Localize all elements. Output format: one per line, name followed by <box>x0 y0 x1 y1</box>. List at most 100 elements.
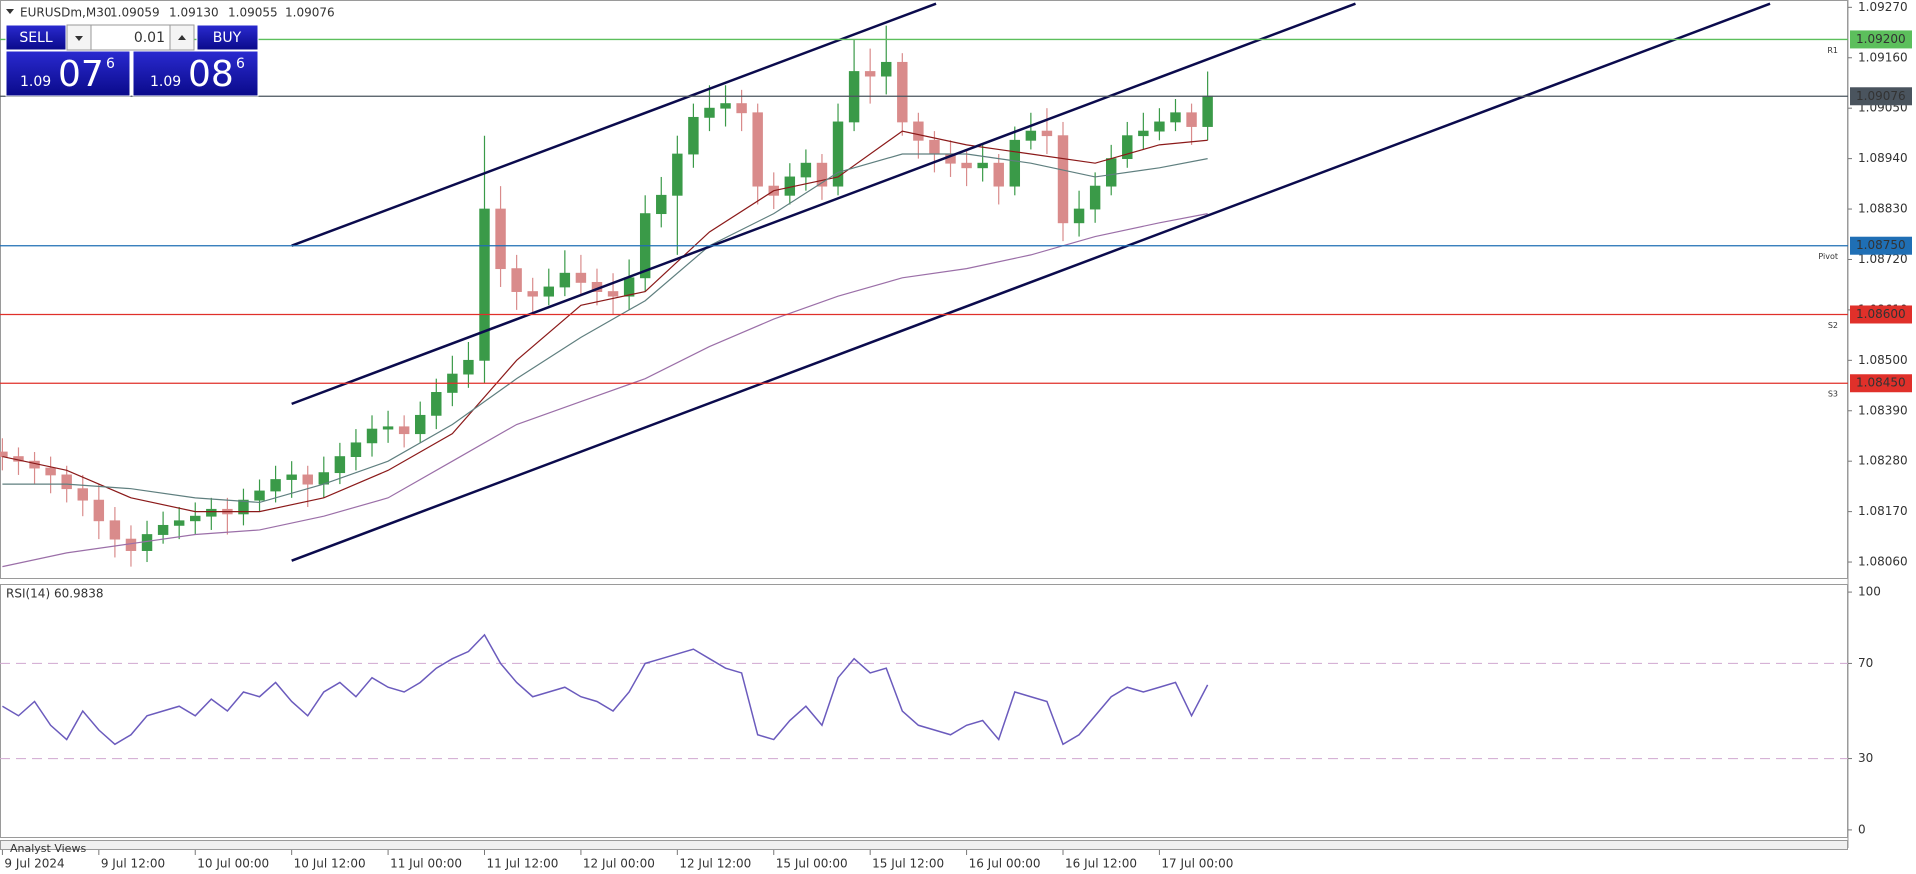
level-price-box <box>1850 374 1912 393</box>
x-tick-label: 11 Jul 12:00 <box>486 857 558 871</box>
high: 1.09130 <box>169 6 219 20</box>
candle-body <box>656 194 667 215</box>
candle-body <box>270 479 281 492</box>
level-price-label: 1.09076 <box>1856 89 1906 103</box>
candle-body <box>1122 135 1133 160</box>
candle-body <box>206 508 217 517</box>
y-tick-label: 1.08390 <box>1858 403 1908 417</box>
candle-body <box>45 467 56 476</box>
candle-body <box>688 116 699 155</box>
level-name: Pivot <box>1818 252 1838 261</box>
candle-body <box>77 488 88 501</box>
candle-body <box>0 451 8 457</box>
x-tick-label: 10 Jul 00:00 <box>197 857 269 871</box>
trend-line <box>291 2 1356 406</box>
candle-body <box>350 442 362 457</box>
x-tick-label: 12 Jul 12:00 <box>679 857 751 871</box>
indicator-title: RSI(14) 60.9838 <box>6 587 104 601</box>
sell-price-button[interactable]: 1.09 07 6 <box>5 50 131 97</box>
level-price-label: 1.08750 <box>1856 238 1906 252</box>
candle-body <box>816 162 828 187</box>
sell-button[interactable]: SELL <box>5 24 67 51</box>
lot-down-icon <box>75 36 83 41</box>
candle-body <box>961 162 972 169</box>
x-tick-label: 17 Jul 00:00 <box>1161 857 1233 871</box>
candle-body <box>334 456 346 474</box>
candle-body <box>929 139 940 155</box>
candle-body <box>720 103 731 109</box>
candle-body <box>1041 130 1053 137</box>
candle-body <box>93 499 105 522</box>
candle-body <box>1138 130 1149 137</box>
candle-body <box>1025 130 1037 141</box>
x-tick-label: 11 Jul 00:00 <box>390 857 462 871</box>
candle-body <box>190 515 201 522</box>
y-tick-label: 1.08500 <box>1858 353 1908 367</box>
candle-body <box>1009 139 1021 187</box>
rsi-plot <box>0 633 1848 760</box>
candle-body <box>286 474 297 480</box>
buy-bg <box>196 24 259 51</box>
candle-body <box>623 277 635 297</box>
level-name: S3 <box>1828 390 1838 399</box>
sell-price-bg <box>5 50 131 97</box>
candle-body <box>977 162 988 169</box>
price-plot: R1 Pivot S2 S3 <box>0 2 1848 568</box>
candle-body <box>736 103 747 114</box>
collapse-icon[interactable] <box>6 9 14 14</box>
lot-value: 0.01 <box>134 30 165 46</box>
buy-price-button[interactable]: 1.09 08 6 <box>132 50 259 97</box>
sell-price-fraction: 6 <box>106 56 115 72</box>
x-tick-label: 10 Jul 12:00 <box>294 857 366 871</box>
candle-body <box>913 121 924 141</box>
analyst-views-tab[interactable]: Analyst Views <box>10 842 86 855</box>
candle-body <box>1186 112 1197 127</box>
candle-body <box>559 272 571 288</box>
candle-body <box>1057 135 1069 224</box>
lot-input[interactable] <box>90 24 171 51</box>
open: 1.09059 <box>110 6 160 20</box>
candle-body <box>575 272 587 283</box>
close: 1.09076 <box>285 6 335 20</box>
buy-price-pips: 08 <box>188 54 234 95</box>
moving-average <box>2 153 1208 504</box>
sell-price-big-figure: 1.09 <box>20 74 51 90</box>
price-panel <box>0 0 1848 579</box>
buy-button[interactable]: BUY <box>196 24 259 51</box>
candle-body <box>1202 95 1213 127</box>
candle-body <box>800 162 812 178</box>
moving-average <box>2 130 1208 513</box>
candle-body <box>414 414 426 435</box>
buy-price-bg <box>132 50 259 97</box>
lot-up-icon <box>178 35 186 40</box>
candle-body <box>382 426 394 430</box>
y-tick-label: 1.09160 <box>1858 50 1908 64</box>
y-tick-label: 0 <box>1858 822 1866 836</box>
buy-price-fraction: 6 <box>236 56 245 72</box>
y-tick-label: 1.08060 <box>1858 555 1908 569</box>
candle-body <box>1089 185 1101 210</box>
rsi-panel <box>0 584 1848 838</box>
candle-body <box>752 112 763 187</box>
candle-body <box>881 61 892 77</box>
candle-body <box>993 162 1004 187</box>
candle-body <box>1073 208 1085 224</box>
sell-label: SELL <box>19 30 53 46</box>
x-tick-label: 9 Jul 12:00 <box>101 857 165 871</box>
y-tick-label: 1.08720 <box>1858 252 1908 266</box>
y-tick-label: 70 <box>1858 656 1873 670</box>
candle-body <box>254 490 265 501</box>
trend-line <box>291 2 937 247</box>
candle-body <box>495 208 506 270</box>
candle-body <box>125 538 137 551</box>
candle-body <box>109 520 121 540</box>
candle-body <box>61 474 72 490</box>
candle-body <box>704 107 715 118</box>
candle-body <box>543 286 554 297</box>
candle-body <box>366 428 378 444</box>
level-price-box <box>1850 30 1912 49</box>
x-tick-label: 9 Jul 2024 <box>4 857 64 871</box>
